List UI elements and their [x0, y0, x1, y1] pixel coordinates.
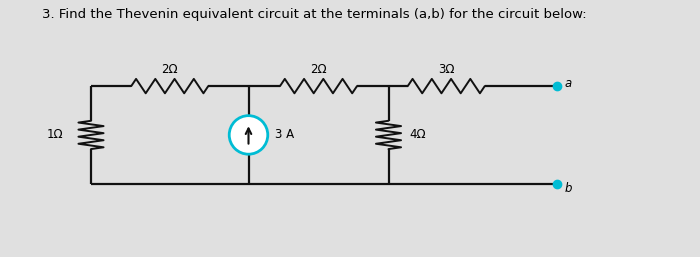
Text: 3 A: 3 A — [275, 128, 294, 141]
Text: 3Ω: 3Ω — [438, 63, 454, 76]
Text: b: b — [565, 182, 573, 195]
Text: a: a — [565, 77, 572, 90]
Ellipse shape — [229, 116, 268, 154]
Text: 4Ω: 4Ω — [410, 128, 426, 141]
Text: 2Ω: 2Ω — [310, 63, 327, 76]
Text: 3. Find the Thevenin equivalent circuit at the terminals (a,b) for the circuit b: 3. Find the Thevenin equivalent circuit … — [42, 8, 587, 21]
Text: 1Ω: 1Ω — [46, 128, 63, 141]
Text: 2Ω: 2Ω — [162, 63, 178, 76]
